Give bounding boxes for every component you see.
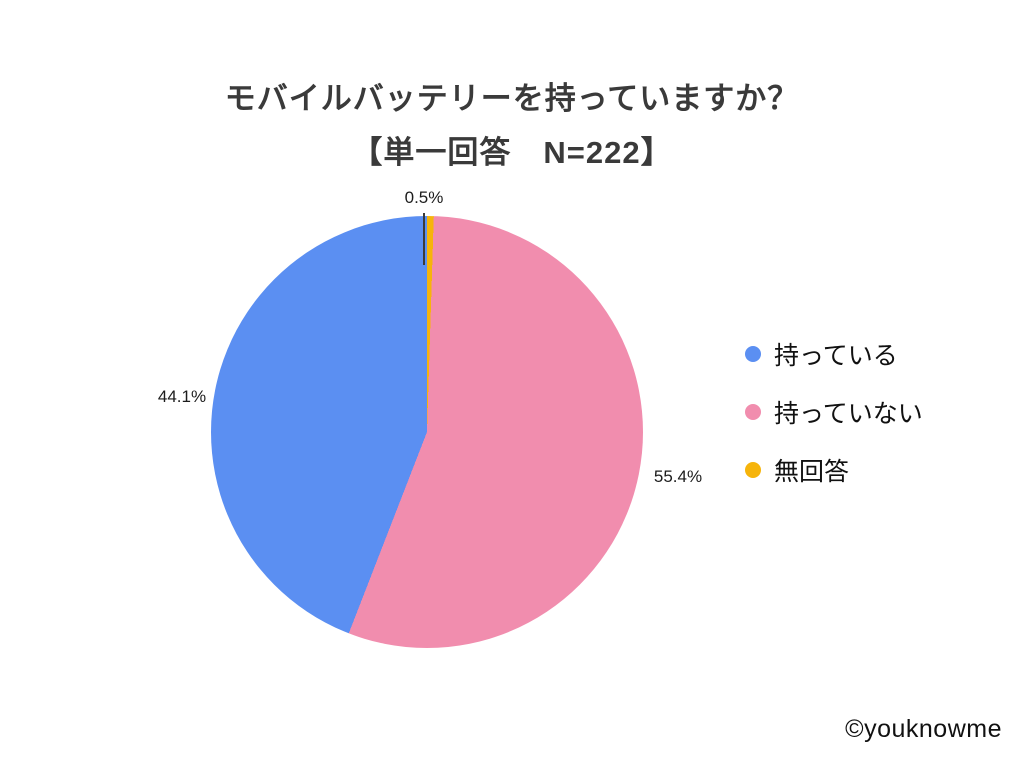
chart-title-line2: 【単一回答 N=222】 (351, 135, 673, 170)
legend-item-not-have: 持っていない (745, 396, 923, 428)
legend-dot-have (745, 346, 761, 362)
legend-item-no-answer: 無回答 (745, 454, 923, 486)
chart-title: モバイルバッテリーを持っていますか？ 【単一回答 N=222】 (0, 72, 1024, 180)
legend-label-no-answer: 無回答 (774, 458, 850, 486)
pie-chart (211, 216, 643, 648)
legend-label-have: 持っている (774, 342, 898, 370)
legend-dot-not-have (745, 404, 761, 420)
legend-label-not-have: 持っていない (774, 400, 923, 428)
watermark-credit: ©youknowme (845, 715, 1002, 743)
no-answer-slice-leader-line (423, 213, 425, 265)
chart-title-line1: モバイルバッテリーを持っていますか？ (224, 81, 800, 116)
chart-legend: 持っている 持っていない 無回答 (745, 338, 923, 512)
slice-label-have: 44.1% (157, 387, 207, 406)
slice-label-no-answer: 0.5% (404, 188, 444, 207)
slice-label-not-have: 55.4% (653, 467, 703, 486)
legend-dot-no-answer (745, 462, 761, 478)
legend-item-have: 持っている (745, 338, 923, 370)
